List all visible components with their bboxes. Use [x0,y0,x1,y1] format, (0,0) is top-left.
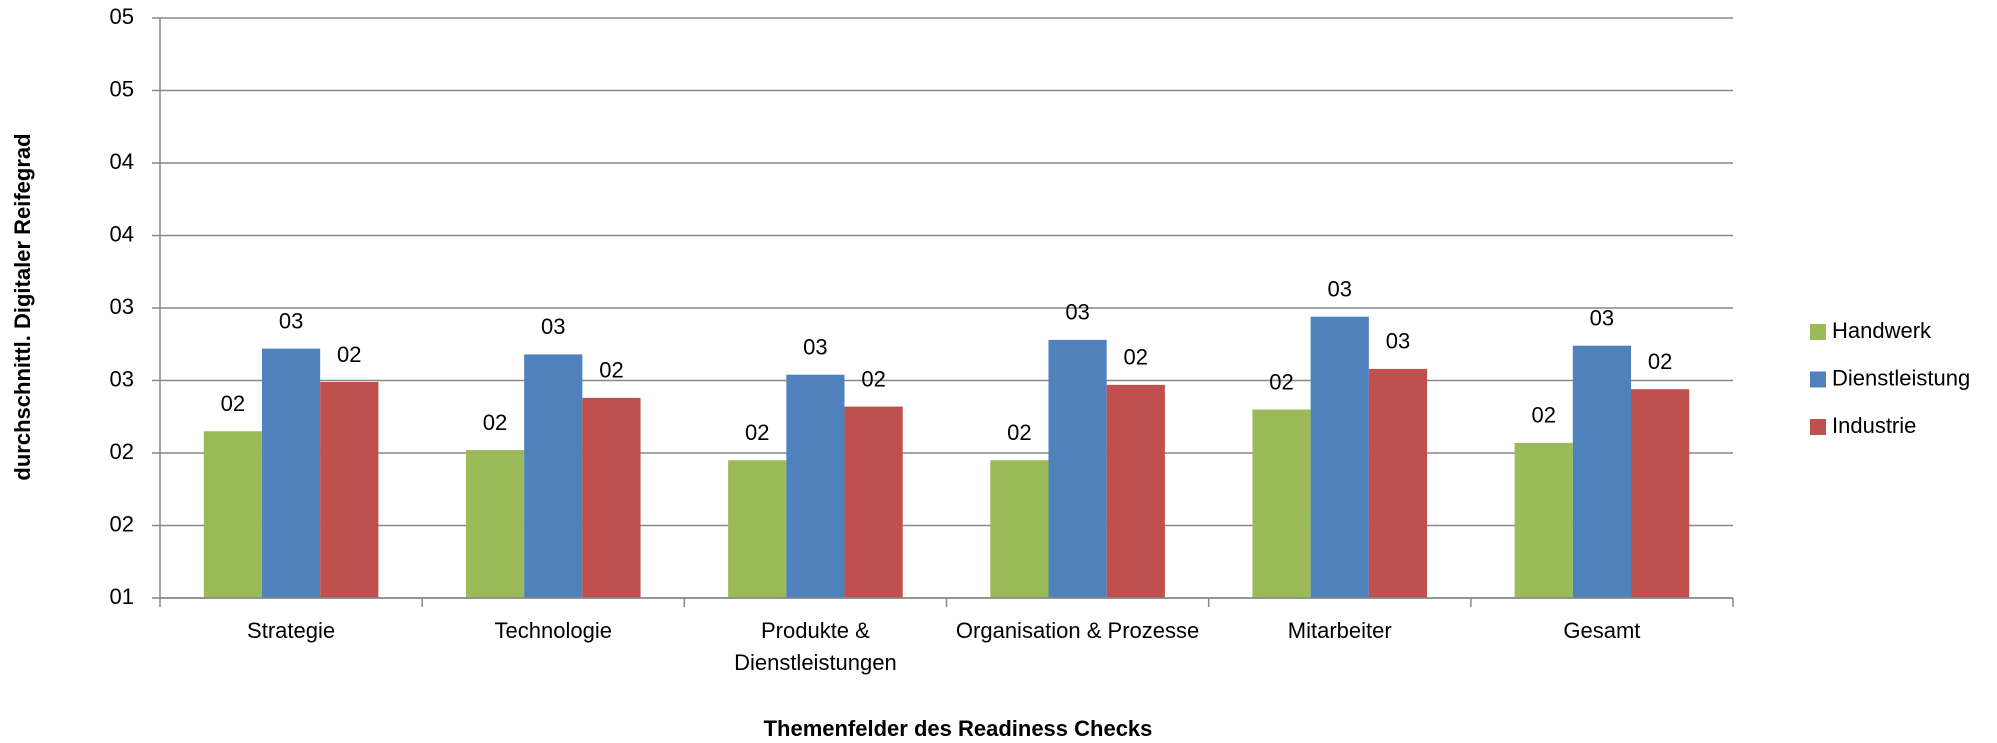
value-label: 03 [1590,306,1614,331]
x-tick-label: Organisation & Prozesse [956,618,1199,643]
y-tick-label: 03 [110,294,134,319]
value-label: 02 [1648,349,1672,374]
x-tick-label: Produkte & Dienstleistungen [734,618,897,675]
bar [1310,316,1369,598]
bar [203,431,262,598]
y-tick-label: 02 [110,511,134,536]
bar [990,460,1049,598]
x-tick-label: Strategie [247,618,335,643]
legend-swatch [1810,371,1826,388]
value-label: 02 [1269,369,1293,394]
value-label: 03 [803,335,827,360]
legend-swatch [1810,419,1826,435]
y-tick-label: 04 [110,221,134,246]
x-tick-label: Gesamt [1563,618,1640,643]
legend-swatch [1810,324,1826,340]
value-label: 03 [1386,329,1410,354]
bar [524,354,583,598]
bar [465,450,525,598]
value-label: 02 [1531,403,1555,428]
bar [1514,442,1573,598]
value-label: 03 [1328,277,1352,302]
value-label: 02 [861,366,885,391]
value-label: 02 [599,358,623,383]
y-tick-label: 05 [110,76,134,101]
x-axis-title: Themenfelder des Readiness Checks [764,716,1153,741]
bar [786,374,845,598]
legend-label: Industrie [1832,413,1916,438]
value-label: 02 [745,420,769,445]
value-label: 03 [1065,300,1089,325]
bar [1631,389,1690,598]
value-label: 02 [221,391,245,416]
bar [728,460,787,598]
legend-label: Handwerk [1832,318,1932,343]
value-label: 02 [1007,420,1031,445]
bar [1106,384,1165,598]
y-tick-label: 02 [110,439,134,464]
bar [1252,409,1311,598]
value-label: 02 [337,342,361,367]
bar [582,397,641,598]
y-tick-label: 04 [110,149,134,174]
y-tick-label: 03 [110,366,134,391]
value-label: 02 [1124,345,1148,370]
bar [844,406,903,598]
bar [1368,368,1428,598]
x-tick-label: Mitarbeiter [1288,618,1392,643]
value-label: 03 [541,314,565,339]
value-label: 02 [483,410,507,435]
bar [1048,339,1107,598]
y-axis-title: durchschnittl. Digitaler Reifegrad [10,133,35,480]
value-label: 03 [279,308,303,333]
legend-label: Dienstleistung [1832,365,1970,390]
bar [261,348,321,598]
y-tick-label: 05 [110,4,134,29]
bar [320,381,379,598]
bar [1572,345,1632,598]
x-tick-label: Technologie [495,618,612,643]
y-tick-label: 01 [110,584,134,609]
